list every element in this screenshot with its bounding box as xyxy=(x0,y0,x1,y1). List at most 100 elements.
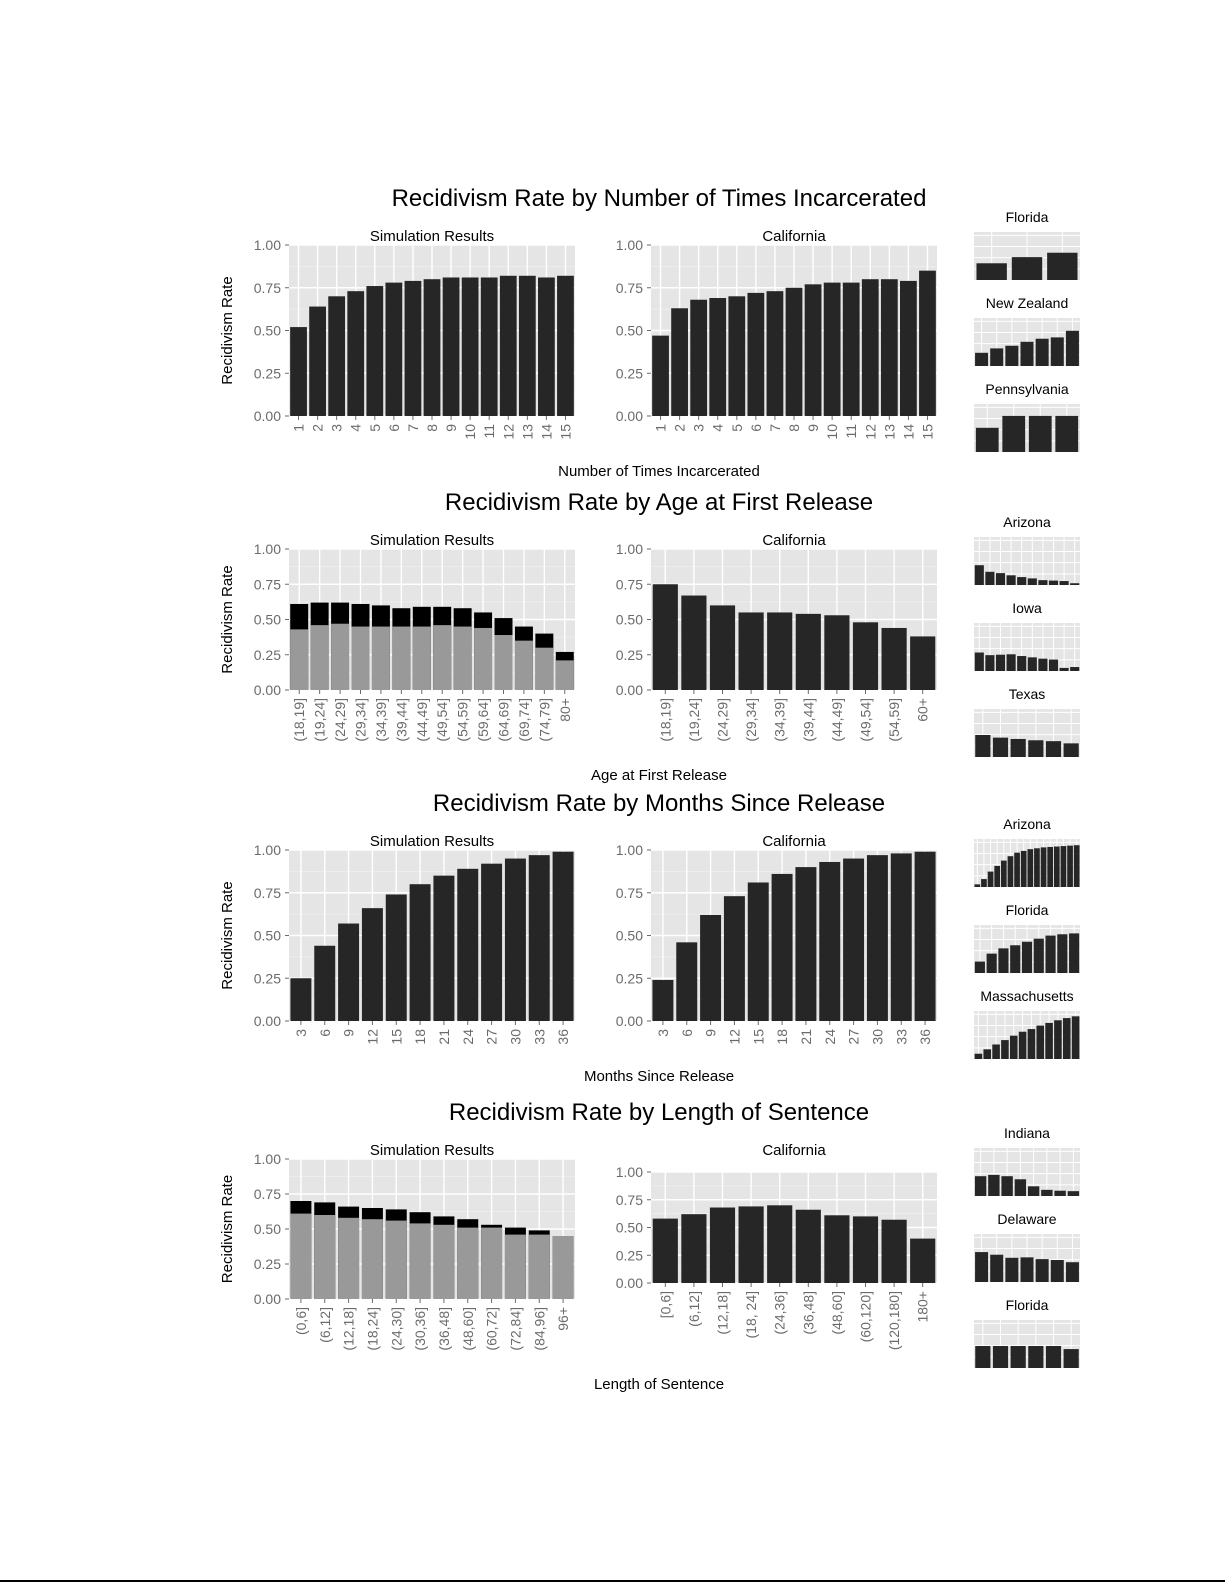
y-tick-label: 0.25 xyxy=(254,970,281,986)
chart-2: Recidivism Rate by Age at First Release R… xyxy=(219,489,1080,784)
bar xyxy=(866,855,888,1021)
bar xyxy=(351,626,370,690)
y-tick-label: 0.00 xyxy=(254,682,281,698)
x-tick-label: 24 xyxy=(822,1029,838,1045)
x-tick-label: 5 xyxy=(367,424,383,432)
mini-bar xyxy=(981,879,987,887)
mini-bar xyxy=(1071,1016,1080,1059)
x-tick-label: 4 xyxy=(710,424,726,432)
mini-panel-indiana: Indiana xyxy=(974,1125,1080,1196)
mini-bar xyxy=(1028,415,1052,452)
y-axis-label: Recidivism Rate xyxy=(219,565,236,673)
mini-panel-texas: Texas xyxy=(974,686,1080,757)
mini-panel-title: Indiana xyxy=(1004,1125,1050,1141)
bar xyxy=(881,1219,907,1283)
bar xyxy=(709,605,736,690)
mini-background xyxy=(974,1011,1080,1059)
bar xyxy=(738,612,764,690)
mini-bar xyxy=(988,1174,1000,1196)
mini-bar xyxy=(1027,849,1034,887)
bar xyxy=(824,615,850,690)
bar xyxy=(552,851,574,1021)
bar xyxy=(314,945,336,1021)
y-tick-label: 0.00 xyxy=(616,1275,643,1291)
x-tick-label: 9 xyxy=(341,1029,357,1037)
y-tick-label: 0.75 xyxy=(616,576,643,592)
mini-bar xyxy=(975,1346,991,1368)
bar xyxy=(771,873,793,1021)
chart-1: Recidivism Rate by Number of Times Incar… xyxy=(219,185,1080,480)
bar xyxy=(690,299,708,416)
mini-bar xyxy=(1041,1189,1053,1196)
bar xyxy=(385,894,407,1021)
mini-bar xyxy=(1014,1179,1027,1196)
mini-bar xyxy=(1036,1025,1045,1059)
bar xyxy=(528,1234,550,1299)
bar xyxy=(681,595,707,690)
y-tick-label: 0.50 xyxy=(616,928,643,944)
mini-bar xyxy=(1001,1040,1009,1059)
x-tick-label: 96+ xyxy=(555,1307,571,1331)
y-tick-label: 0.50 xyxy=(616,612,643,628)
y-tick-label: 0.75 xyxy=(254,1186,281,1202)
y-tick-label: 0.75 xyxy=(616,885,643,901)
bar xyxy=(652,1218,678,1283)
mini-bar xyxy=(974,1053,983,1059)
y-tick-label: 0.75 xyxy=(616,1192,643,1208)
y-tick-label: 0.75 xyxy=(254,885,281,901)
mini-background xyxy=(974,709,1080,757)
x-tick-label: 2 xyxy=(310,424,326,432)
x-tick-label: (60,120] xyxy=(858,1291,874,1342)
mini-bar xyxy=(990,348,1004,366)
chart-title: Recidivism Rate by Months Since Release xyxy=(433,790,885,817)
bar xyxy=(494,635,513,690)
y-tick-label: 1.00 xyxy=(616,237,643,253)
y-tick-label: 0.00 xyxy=(254,408,281,424)
chart-title: Recidivism Rate by Age at First Release xyxy=(445,489,873,516)
mini-panel-delaware: Delaware xyxy=(974,1211,1080,1282)
mini-bar xyxy=(1027,1186,1040,1196)
bar xyxy=(910,636,936,690)
x-tick-label: 12 xyxy=(862,424,878,440)
mini-bar xyxy=(1027,657,1037,671)
y-tick-label: 0.25 xyxy=(254,1256,281,1272)
x-tick-label: (84,96] xyxy=(531,1307,547,1351)
y-tick-label: 0.25 xyxy=(616,647,643,663)
mini-bar xyxy=(1067,1191,1080,1196)
x-tick-label: 1 xyxy=(653,424,669,432)
mini-bar xyxy=(1040,847,1047,887)
x-tick-label: (39,44] xyxy=(393,698,409,742)
mini-bar xyxy=(992,737,1009,757)
mini-bar xyxy=(1005,345,1019,366)
y-axis-label: Recidivism Rate xyxy=(219,1175,236,1283)
y-axis-label: Recidivism Rate xyxy=(219,881,236,989)
x-tick-label: (34,39] xyxy=(772,698,788,742)
bar xyxy=(309,306,326,416)
bar xyxy=(842,282,860,416)
y-tick-label: 0.75 xyxy=(254,576,281,592)
bar xyxy=(457,868,479,1021)
bar xyxy=(328,296,346,416)
mini-bar xyxy=(994,865,1001,887)
mini-bar xyxy=(1006,575,1016,585)
mini-bar xyxy=(998,948,1009,973)
bar xyxy=(290,629,309,690)
mini-panel-title: Florida xyxy=(1006,1297,1049,1313)
mini-bar xyxy=(995,573,1006,585)
bar xyxy=(557,275,574,416)
mini-bar xyxy=(985,655,995,671)
y-tick-label: 1.00 xyxy=(254,541,281,557)
x-tick-label: (6,12] xyxy=(686,1291,702,1327)
x-tick-label: 8 xyxy=(424,424,440,432)
mini-panel-title: Florida xyxy=(1006,902,1049,918)
bar xyxy=(738,1206,764,1283)
bar xyxy=(528,855,550,1021)
x-tick-label: (39,44] xyxy=(800,698,816,742)
y-tick-label: 1.00 xyxy=(254,842,281,858)
mini-bar xyxy=(976,263,1007,280)
mini-bar xyxy=(986,953,997,973)
mini-panel-arizona: Arizona xyxy=(974,514,1080,585)
bar xyxy=(538,277,555,416)
mini-bar xyxy=(983,1049,992,1059)
